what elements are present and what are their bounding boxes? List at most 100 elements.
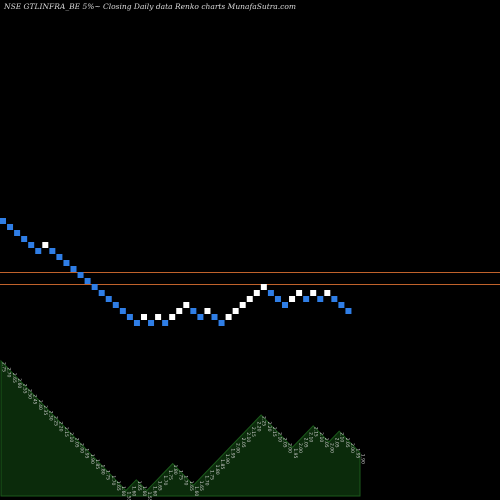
renko-brick-down bbox=[338, 302, 345, 308]
area-value-label: 2.60 bbox=[16, 378, 22, 388]
area-value-label: 1.80 bbox=[214, 465, 220, 475]
renko-brick-down bbox=[331, 296, 338, 302]
renko-brick-down bbox=[35, 248, 42, 254]
renko-brick-down bbox=[197, 314, 204, 320]
area-value-label: 2.10 bbox=[276, 432, 282, 442]
area-value-label: 1.65 bbox=[198, 481, 204, 491]
area-value-label: 2.50 bbox=[27, 389, 33, 399]
renko-brick-down bbox=[70, 266, 77, 272]
area-value-label: 2.45 bbox=[32, 394, 38, 404]
renko-brick-down bbox=[21, 236, 28, 242]
area-value-label: 1.75 bbox=[167, 470, 173, 480]
renko-brick-down bbox=[14, 230, 21, 236]
area-value-label: 1.90 bbox=[224, 454, 230, 464]
area-value-label: 2.05 bbox=[282, 438, 288, 448]
renko-brick-up bbox=[183, 302, 190, 308]
area-value-label: 1.70 bbox=[162, 475, 168, 485]
renko-brick-down bbox=[77, 272, 84, 278]
area-value-label: 2.10 bbox=[308, 432, 314, 442]
renko-brick-down bbox=[345, 308, 352, 314]
area-value-label: 1.95 bbox=[354, 448, 360, 458]
renko-brick-up bbox=[289, 296, 296, 302]
area-value-label: 1.95 bbox=[229, 448, 235, 458]
area-value-label: 1.75 bbox=[105, 470, 111, 480]
renko-brick-down bbox=[190, 308, 197, 314]
area-value-label: 2.30 bbox=[47, 411, 53, 421]
area-value-label: 1.70 bbox=[183, 475, 189, 485]
area-value-label: 2.15 bbox=[271, 427, 277, 437]
area-value-label: 2.20 bbox=[58, 421, 64, 431]
area-value-label: 2.75 bbox=[1, 362, 7, 372]
renko-brick-down bbox=[0, 218, 6, 224]
renko-brick-up bbox=[310, 290, 317, 296]
area-value-label: 2.20 bbox=[266, 421, 272, 431]
renko-brick-down bbox=[119, 308, 126, 314]
area-value-label: 2.15 bbox=[313, 427, 319, 437]
area-value-label: 1.70 bbox=[203, 475, 209, 485]
area-value-label: 1.55 bbox=[146, 492, 152, 500]
area-value-label: 1.65 bbox=[188, 481, 194, 491]
area-value-label: 1.80 bbox=[99, 465, 105, 475]
area-value-label: 2.05 bbox=[240, 438, 246, 448]
renko-brick-down bbox=[49, 248, 56, 254]
area-value-label: 2.05 bbox=[344, 438, 350, 448]
price-area-panel: 2.752.702.652.602.552.502.452.402.352.30… bbox=[0, 359, 366, 500]
renko-brick-up bbox=[253, 290, 260, 296]
area-value-label: 1.60 bbox=[141, 486, 147, 496]
area-value-label: 2.25 bbox=[53, 416, 59, 426]
area-value-label: 2.10 bbox=[245, 432, 251, 442]
reference-lines bbox=[0, 272, 500, 285]
area-value-label: 2.15 bbox=[250, 427, 256, 437]
area-value-label: 2.00 bbox=[349, 443, 355, 453]
area-value-label: 1.80 bbox=[172, 465, 178, 475]
chart-title: NSE GTLINFRA_BE 5%~ Closing Daily data R… bbox=[4, 2, 296, 11]
area-value-label: 1.65 bbox=[136, 481, 142, 491]
area-value-label: 2.00 bbox=[328, 443, 334, 453]
renko-brick-up bbox=[225, 314, 232, 320]
renko-brick-down bbox=[105, 296, 112, 302]
area-value-label: 1.60 bbox=[120, 486, 126, 496]
renko-brick-down bbox=[133, 320, 140, 326]
renko-brick-up bbox=[296, 290, 303, 296]
area-value-label: 2.05 bbox=[302, 438, 308, 448]
renko-brick-up bbox=[204, 308, 211, 314]
area-value-label: 1.70 bbox=[110, 475, 116, 485]
area-value-label: 2.00 bbox=[287, 443, 293, 453]
renko-bricks bbox=[0, 218, 352, 326]
area-value-label: 2.10 bbox=[339, 432, 345, 442]
area-value-label: 2.65 bbox=[11, 373, 17, 383]
area-value-label: 2.00 bbox=[297, 443, 303, 453]
renko-brick-down bbox=[211, 314, 218, 320]
area-value-label: 1.95 bbox=[292, 448, 298, 458]
price-area bbox=[0, 359, 361, 497]
renko-brick-down bbox=[7, 224, 14, 230]
renko-brick-down bbox=[56, 254, 63, 260]
renko-brick-down bbox=[148, 320, 155, 326]
area-value-label: 2.10 bbox=[68, 432, 74, 442]
area-value-label: 2.55 bbox=[21, 384, 27, 394]
renko-brick-up bbox=[155, 314, 162, 320]
renko-brick-up bbox=[42, 242, 49, 248]
renko-brick-down bbox=[303, 296, 310, 302]
area-value-label: 1.85 bbox=[219, 459, 225, 469]
area-value-label: 2.40 bbox=[37, 400, 43, 410]
renko-brick-up bbox=[260, 284, 267, 290]
renko-brick-down bbox=[112, 302, 119, 308]
renko-brick-down bbox=[274, 296, 281, 302]
renko-brick-up bbox=[169, 314, 176, 320]
area-value-label: 1.60 bbox=[131, 486, 137, 496]
area-value-label: 2.05 bbox=[323, 438, 329, 448]
renko-brick-down bbox=[317, 296, 324, 302]
area-value-label: 1.85 bbox=[94, 459, 100, 469]
area-value-label: 1.60 bbox=[151, 486, 157, 496]
renko-brick-up bbox=[239, 302, 246, 308]
area-value-label: 2.70 bbox=[6, 367, 12, 377]
area-value-label: 1.75 bbox=[177, 470, 183, 480]
renko-brick-down bbox=[63, 260, 70, 266]
renko-brick-down bbox=[84, 278, 91, 284]
area-value-label: 2.00 bbox=[235, 443, 241, 453]
renko-brick-down bbox=[218, 320, 225, 326]
area-value-label: 1.95 bbox=[84, 448, 90, 458]
renko-brick-down bbox=[98, 290, 105, 296]
